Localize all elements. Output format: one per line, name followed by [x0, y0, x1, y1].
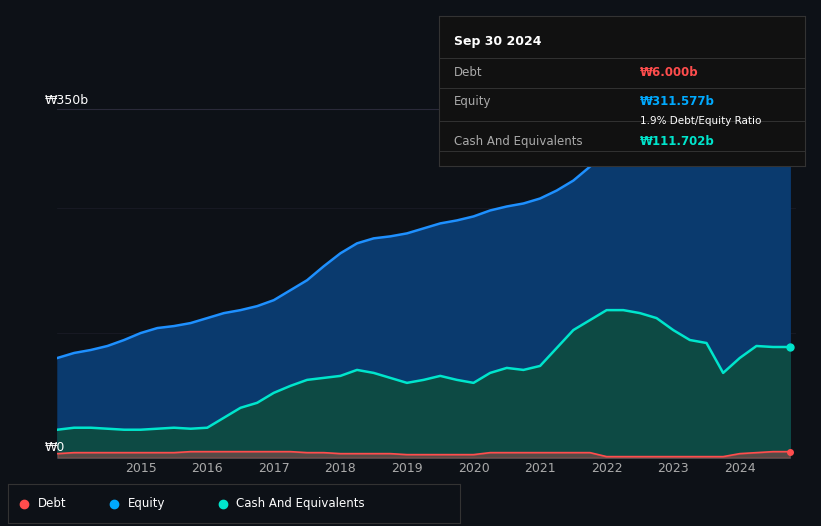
Text: Cash And Equivalents: Cash And Equivalents	[454, 135, 582, 148]
Text: ₩0: ₩0	[44, 441, 65, 453]
Text: 1.9% Debt/Equity Ratio: 1.9% Debt/Equity Ratio	[640, 116, 762, 126]
Text: Debt: Debt	[454, 66, 483, 79]
Text: ₩6.000b: ₩6.000b	[640, 66, 699, 79]
Text: Equity: Equity	[454, 95, 491, 108]
Text: Equity: Equity	[128, 497, 165, 510]
Text: Sep 30 2024: Sep 30 2024	[454, 35, 541, 48]
Text: Debt: Debt	[38, 497, 67, 510]
Text: ₩111.702b: ₩111.702b	[640, 135, 715, 148]
Text: ₩350b: ₩350b	[44, 94, 89, 107]
Text: ₩311.577b: ₩311.577b	[640, 95, 715, 108]
Text: Cash And Equivalents: Cash And Equivalents	[236, 497, 365, 510]
